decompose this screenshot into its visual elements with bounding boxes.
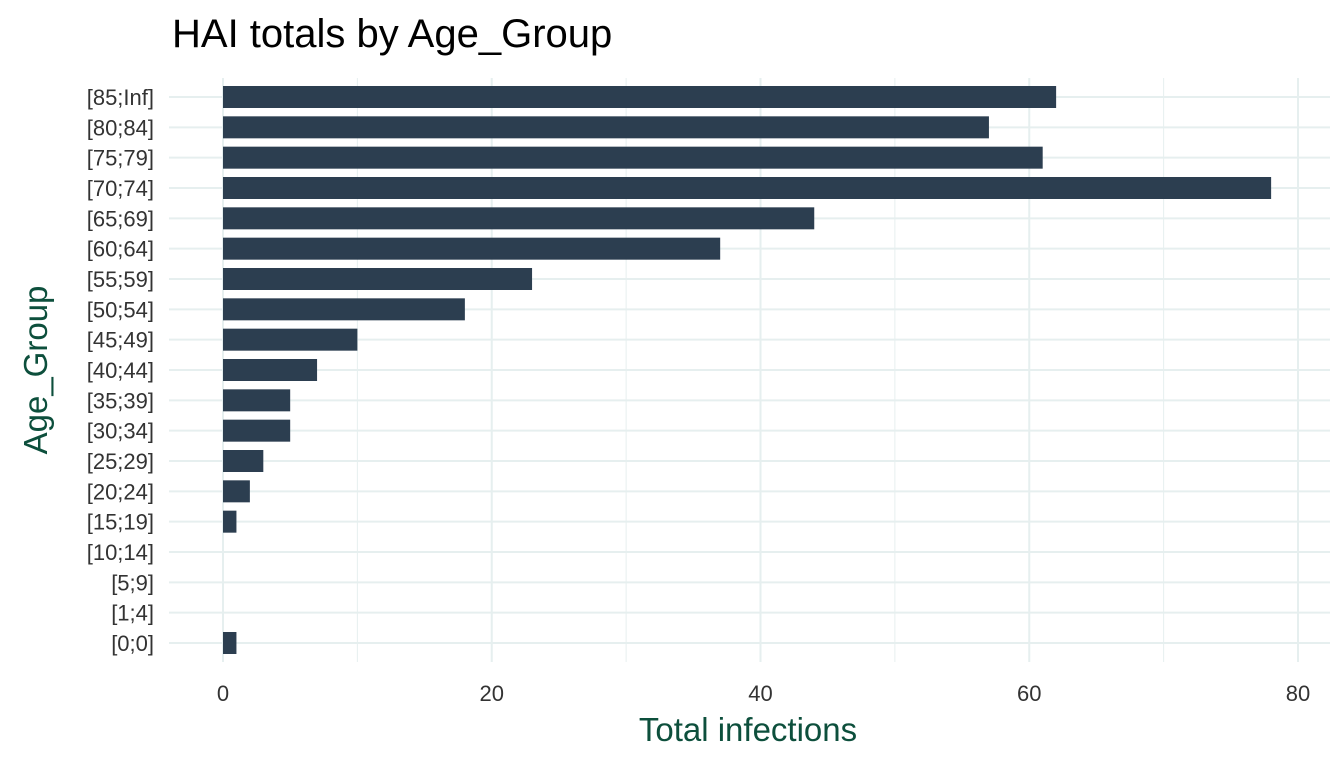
bar [223, 237, 721, 260]
bar [223, 86, 1057, 108]
y-tick-label: [5;9] [111, 570, 154, 595]
y-tick-label: [0;0] [111, 631, 154, 656]
bar [223, 389, 291, 412]
bars [223, 86, 1272, 654]
bar [223, 359, 318, 381]
x-tick-label: 0 [217, 681, 229, 706]
x-tick-label: 60 [1017, 681, 1041, 706]
bar [223, 177, 1272, 199]
bar [223, 116, 989, 139]
bar [223, 632, 237, 654]
bar [223, 419, 291, 442]
y-tick-label: [1;4] [111, 601, 154, 626]
y-tick-label: [85;Inf] [87, 85, 154, 110]
y-tick-label: [35;39] [87, 388, 154, 413]
x-tick-label: 40 [748, 681, 772, 706]
bar [223, 450, 264, 472]
chart-title: HAI totals by Age_Group [172, 12, 613, 56]
bar [223, 480, 250, 503]
y-tick-label: [30;34] [87, 419, 154, 444]
y-tick-label: [25;29] [87, 449, 154, 474]
y-tick-label: [55;59] [87, 267, 154, 292]
y-tick-label: [40;44] [87, 358, 154, 383]
x-tick-labels: 0 20 40 60 80 [217, 681, 1310, 706]
y-tick-label: [15;19] [87, 510, 154, 535]
y-tick-label: [20;24] [87, 479, 154, 504]
y-tick-label: [80;84] [87, 115, 154, 140]
bar [223, 298, 465, 321]
y-tick-label: [50;54] [87, 297, 154, 322]
y-tick-label: [45;49] [87, 328, 154, 353]
x-tick-label: 20 [480, 681, 504, 706]
y-tick-label: [65;69] [87, 206, 154, 231]
y-axis-title: Age_Group [17, 286, 54, 455]
y-tick-label: [60;64] [87, 237, 154, 262]
bar [223, 510, 237, 533]
bar [223, 268, 533, 290]
x-axis-title: Total infections [639, 711, 857, 748]
y-tick-label: [10;14] [87, 540, 154, 565]
y-tick-label: [75;79] [87, 146, 154, 171]
bar [223, 207, 815, 230]
bar [223, 328, 358, 351]
x-tick-label: 80 [1286, 681, 1310, 706]
y-tick-label: [70;74] [87, 176, 154, 201]
y-tick-labels: [0;0] [1;4] [5;9] [10;14] [15;19] [20;24] [25;… [87, 85, 154, 656]
bar [223, 146, 1043, 169]
